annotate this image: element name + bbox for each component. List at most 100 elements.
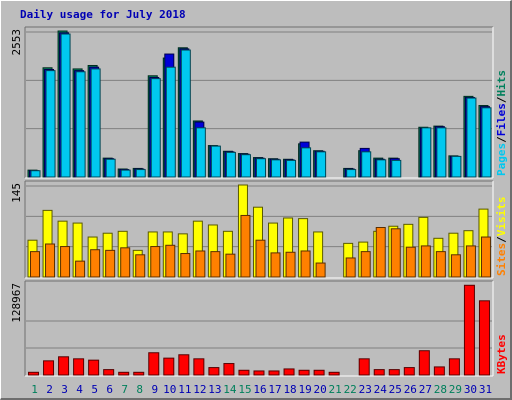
- bar-pages: [195, 127, 206, 178]
- legend-visits: Visits: [495, 197, 508, 237]
- bar-kbytes: [373, 369, 385, 376]
- bar-kbytes: [478, 300, 490, 376]
- bar-pages: [105, 158, 116, 178]
- bar-sites: [465, 245, 476, 278]
- bar-kbytes: [103, 369, 115, 376]
- x-tick-label: 16: [253, 383, 266, 396]
- bar-sites: [30, 251, 40, 278]
- bar-sites: [120, 247, 131, 278]
- bar-pages: [30, 170, 41, 178]
- legend-label: Pages/Files/Hits: [495, 70, 508, 176]
- bar-kbytes: [463, 284, 475, 376]
- bar-sites: [345, 257, 356, 278]
- bar-sites: [285, 251, 296, 278]
- x-tick-label: 11: [178, 383, 191, 396]
- x-tick-label: 15: [238, 383, 251, 396]
- bar-sites: [315, 262, 326, 278]
- bar-kbytes: [388, 369, 400, 376]
- x-tick-label: 7: [121, 383, 128, 396]
- bar-sites: [375, 227, 386, 278]
- y-max-label: 2553: [10, 29, 23, 56]
- legend-kbytes: KBytes: [495, 334, 508, 374]
- x-tick-label: 24: [374, 383, 388, 396]
- legend-label: KBytes: [495, 334, 508, 374]
- bar-pages: [361, 151, 372, 178]
- bar-pages: [481, 107, 492, 178]
- x-tick-label: 2: [46, 383, 53, 396]
- x-tick-label: 31: [479, 383, 492, 396]
- bar-kbytes: [193, 358, 205, 376]
- panel-background: [25, 281, 493, 376]
- bar-kbytes: [328, 371, 340, 376]
- bar-pages: [180, 49, 191, 178]
- legend-pages: Pages: [495, 143, 508, 176]
- x-tick-label: 20: [314, 383, 327, 396]
- bar-sites: [420, 245, 431, 278]
- bar-pages: [75, 71, 86, 178]
- series-sites: [30, 214, 491, 278]
- bar-pages: [286, 159, 297, 178]
- x-tick-label: 4: [76, 383, 83, 396]
- bar-kbytes: [313, 369, 325, 376]
- x-tick-label: 13: [208, 383, 221, 396]
- legend-separator: /: [495, 136, 508, 143]
- bar-sites: [105, 249, 116, 278]
- x-tick-label: 14: [223, 383, 237, 396]
- y-max-label: 128967: [10, 283, 23, 323]
- bar-sites: [390, 228, 401, 278]
- bar-pages: [301, 147, 312, 178]
- bar-kbytes: [178, 354, 190, 376]
- x-tick-label: 1: [31, 383, 38, 396]
- bar-pages: [271, 159, 282, 178]
- bar-kbytes: [58, 356, 70, 376]
- legend-separator: /: [495, 236, 508, 243]
- x-tick-label: 18: [283, 383, 296, 396]
- legend-files: Files: [495, 103, 508, 136]
- bar-sites: [480, 236, 491, 278]
- bar-sites: [60, 246, 71, 278]
- x-tick-label: 21: [329, 383, 342, 396]
- bar-pages: [436, 127, 447, 178]
- x-tick-label: 27: [419, 383, 432, 396]
- series-kbytes: [28, 284, 490, 376]
- bar-sites: [195, 250, 206, 278]
- bar-pages: [120, 169, 131, 178]
- bar-pages: [150, 78, 161, 178]
- x-tick-label: 25: [389, 383, 402, 396]
- bar-kbytes: [238, 369, 250, 376]
- bar-pages: [316, 151, 327, 178]
- bar-sites: [90, 249, 101, 278]
- bar-kbytes: [28, 371, 39, 376]
- bar-kbytes: [403, 367, 415, 376]
- x-tick-label: 30: [464, 383, 477, 396]
- bar-kbytes: [208, 367, 220, 376]
- bar-pages: [60, 33, 71, 178]
- bar-pages: [421, 127, 432, 178]
- x-tick-label: 17: [268, 383, 281, 396]
- bar-sites: [360, 251, 371, 278]
- legend-hits: Hits: [495, 70, 508, 97]
- legend-label: Sites/Visits: [495, 197, 508, 277]
- bar-pages: [135, 169, 146, 178]
- x-tick-label: 8: [136, 383, 143, 396]
- bar-sites: [150, 246, 161, 278]
- chart-title: Daily usage for July 2018: [20, 8, 186, 21]
- bar-pages: [90, 68, 101, 178]
- bar-pages: [45, 70, 56, 178]
- bar-sites: [240, 214, 251, 278]
- bar-sites: [435, 251, 446, 278]
- bar-kbytes: [43, 360, 55, 376]
- bar-pages: [451, 155, 462, 178]
- x-tick-label: 6: [106, 383, 113, 396]
- x-tick-label: 3: [61, 383, 68, 396]
- bar-pages: [255, 158, 266, 178]
- y-max-label: 145: [10, 183, 23, 203]
- x-tick-label: 5: [91, 383, 98, 396]
- bar-pages: [466, 97, 477, 178]
- x-tick-label: 23: [359, 383, 372, 396]
- x-tick-label: 29: [449, 383, 462, 396]
- legend-sites: Sites: [495, 243, 508, 276]
